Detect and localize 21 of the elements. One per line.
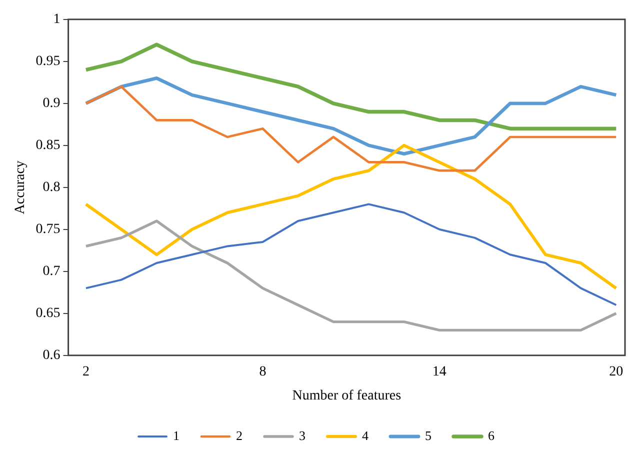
y-tick-label: 0.6 [42, 348, 60, 364]
x-tick-label: 8 [259, 364, 266, 380]
y-tick-label: 0.95 [36, 54, 60, 70]
legend-label: 3 [299, 428, 306, 443]
y-tick-label: 0.7 [42, 264, 60, 280]
legend-label: 5 [425, 428, 432, 443]
x-axis-title: Number of features [292, 388, 402, 404]
y-tick-label: 0.75 [36, 222, 60, 238]
x-tick-label: 2 [82, 364, 90, 380]
legend-label: 1 [173, 428, 180, 443]
legend-label: 6 [488, 428, 495, 443]
y-tick-label: 0.9 [42, 96, 60, 112]
legend-label: 4 [362, 428, 369, 443]
x-tick-label: 14 [432, 364, 446, 380]
y-tick-label: 0.8 [42, 180, 60, 196]
y-axis-title: Accuracy [13, 160, 28, 214]
y-tick-label: 0.85 [36, 138, 60, 154]
legend-label: 2 [236, 428, 242, 443]
y-tick-label: 0.65 [36, 306, 60, 322]
y-tick-label: 1 [53, 12, 60, 28]
x-tick-label: 20 [609, 364, 624, 380]
